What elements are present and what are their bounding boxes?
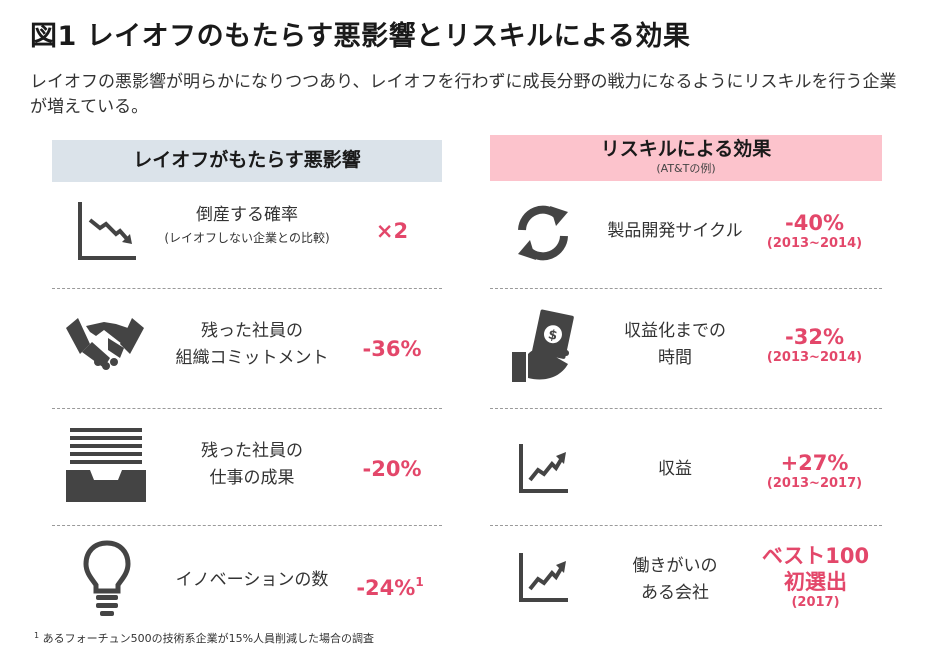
right-column-header-title: リスキルによる効果 [600, 138, 772, 160]
divider [490, 525, 882, 526]
left-item-value: -36% [362, 337, 422, 361]
right-item-label: 収益化までの 時間 [585, 318, 765, 372]
left-item-label-line2: (レイオフしない企業との比較) [164, 231, 330, 245]
right-item-label-line2: ある会社 [641, 583, 709, 603]
right-item-value-line1: ベスト100 [761, 544, 870, 568]
lightbulb-icon [83, 540, 131, 616]
left-item-value: -24%1 [340, 569, 440, 601]
right-item-value-number: -32% [785, 325, 844, 349]
left-item-bankruptcy: 倒産する確率 (レイオフしない企業との比較) ×2 [52, 188, 442, 278]
right-item-years: (2017) [791, 595, 840, 610]
right-item-years: (2013~2014) [766, 350, 863, 365]
left-item-label-line1: 倒産する確率 [196, 205, 298, 225]
right-item-value: ベスト100 初選出 (2017) [748, 543, 883, 611]
right-item-value-number: -40% [785, 211, 844, 235]
right-item-label: 収益 [658, 459, 692, 479]
left-item-label-line2: 仕事の成果 [209, 468, 295, 488]
right-item-label: 製品開発サイクル [607, 221, 743, 241]
left-item-value: ×2 [375, 219, 409, 243]
downtrend-chart-icon [78, 202, 136, 260]
uptrend-chart-icon [519, 553, 568, 602]
right-item-best-workplace: 働きがいの ある会社 ベスト100 初選出 (2017) [490, 535, 882, 625]
divider [52, 288, 442, 289]
divider [52, 525, 442, 526]
left-item-label-line1: 残った社員の [201, 441, 303, 461]
svg-text:$: $ [547, 327, 559, 344]
left-item-label-line2: 組織コミットメント [175, 348, 329, 368]
left-item-performance: 残った社員の 仕事の成果 -20% [52, 420, 442, 510]
right-item-label-line1: 収益化までの [624, 321, 726, 341]
right-item-time-to-revenue: $ 収益化までの 時間 -32% (2013~2014) [490, 300, 882, 390]
right-item-years: (2013~2017) [766, 476, 863, 491]
divider [52, 408, 442, 409]
right-item-revenue: 収益 +27% (2013~2017) [490, 420, 882, 510]
right-item-value-number: +27% [780, 451, 849, 475]
left-column-header: レイオフがもたらす悪影響 [52, 140, 442, 182]
right-column-header: リスキルによる効果 (AT&Tの例) [490, 135, 882, 181]
right-item-label-line2: 時間 [658, 348, 692, 368]
uptrend-chart-icon [519, 444, 568, 493]
page-subtitle: レイオフの悪影響が明らかになりつつあり、レイオフを行わずに成長分野の戦力になるよ… [30, 72, 897, 117]
left-item-label: 残った社員の 組織コミットメント [157, 318, 347, 372]
left-item-commitment: 残った社員の 組織コミットメント -36% [52, 300, 442, 390]
right-item-label: 働きがいの ある会社 [585, 553, 765, 607]
right-column-header-subtitle: (AT&Tの例) [656, 162, 716, 175]
left-item-label: 残った社員の 仕事の成果 [157, 438, 347, 492]
right-item-product-cycle: 製品開発サイクル -40% (2013~2014) [490, 188, 882, 278]
money-hand-icon: $ [512, 309, 574, 382]
left-item-label-line1: 残った社員の [201, 321, 303, 341]
left-item-innovation: イノベーションの数 -24%1 [52, 535, 442, 625]
footnote-marker: 1 [415, 575, 424, 589]
handshake-icon [66, 318, 144, 370]
page-title: 図1 レイオフのもたらす悪影響とリスキルによる効果 [30, 21, 691, 52]
right-item-value: +27% (2013~2017) [752, 450, 877, 492]
footnote-mark: 1 [34, 631, 40, 640]
refresh-cycle-icon [518, 205, 568, 261]
inbox-tray-icon [66, 428, 146, 502]
right-item-value: -32% (2013~2014) [752, 324, 877, 366]
footnote-text: あるフォーチュン500の技術系企業が15%人員削減した場合の調査 [39, 632, 375, 645]
left-item-label: イノベーションの数 [175, 570, 329, 590]
divider [490, 288, 882, 289]
left-item-value-number: -24% [356, 576, 416, 600]
right-item-years: (2013~2014) [766, 236, 863, 251]
left-item-label: 倒産する確率 (レイオフしない企業との比較) [147, 202, 347, 247]
left-item-value: -20% [362, 457, 422, 481]
right-item-value: -40% (2013~2014) [752, 210, 877, 252]
right-item-label-line1: 働きがいの [632, 556, 718, 576]
right-item-value-line2: 初選出 [784, 570, 847, 594]
divider [490, 408, 882, 409]
footnote: 1 あるフォーチュン500の技術系企業が15%人員削減した場合の調査 [34, 630, 374, 646]
